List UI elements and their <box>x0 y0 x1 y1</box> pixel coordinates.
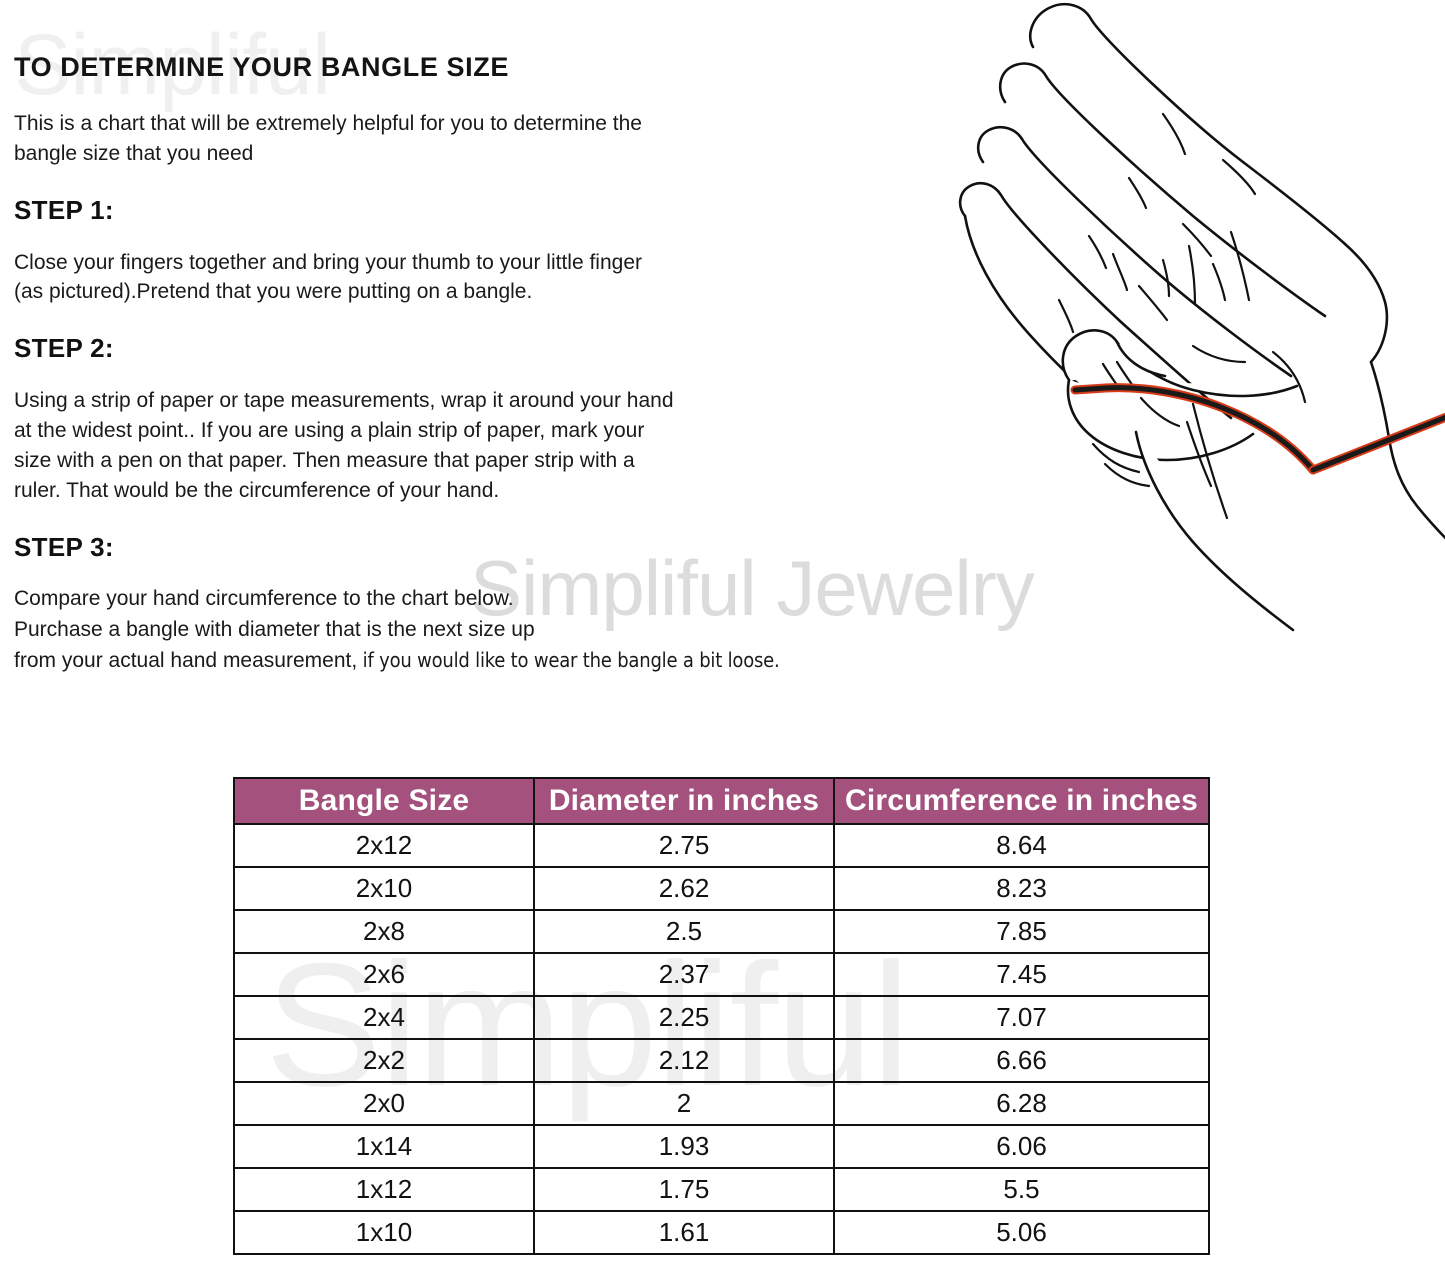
cell-bangle-size: 2x0 <box>233 1081 535 1126</box>
measuring-strip-tail-core <box>1310 414 1445 473</box>
measuring-strip-core <box>1072 385 1316 473</box>
step-3-heading: STEP 3: <box>14 531 114 562</box>
cell-diameter: 2.62 <box>533 866 835 911</box>
table-row: 2x8 2.5 7.85 <box>233 909 1210 954</box>
step-3-loose-note: if you would like to wear the bangle a b… <box>357 647 780 672</box>
cell-diameter: 2.75 <box>533 823 835 868</box>
crease-4 <box>1181 222 1213 258</box>
cell-circumference: 7.85 <box>833 909 1210 954</box>
step-3-line-3-prefix: from your actual hand measurement, <box>14 648 358 672</box>
column-header-bangle-size: Bangle Size <box>233 777 535 825</box>
pinky-finger-outline <box>958 182 1233 420</box>
intro-paragraph: This is a chart that will be extremely h… <box>14 112 642 165</box>
table-row: 2x10 2.62 8.23 <box>233 866 1210 911</box>
table-body: 2x12 2.75 8.64 2x10 2.62 8.23 2x8 2.5 7.… <box>233 823 1210 1255</box>
cell-diameter: 1.75 <box>533 1167 835 1212</box>
ring-finger-outline <box>976 126 1293 378</box>
cell-diameter: 2.37 <box>533 952 835 997</box>
middle-finger-outline <box>998 62 1327 318</box>
cell-bangle-size: 1x10 <box>233 1210 535 1255</box>
hand-illustration <box>893 0 1445 634</box>
table-row: 2x4 2.25 7.07 <box>233 995 1210 1040</box>
table-row: 1x14 1.93 6.06 <box>233 1124 1210 1169</box>
table-row: 1x10 1.61 5.06 <box>233 1210 1210 1255</box>
cell-diameter: 1.93 <box>533 1124 835 1169</box>
index-finger-outline <box>1029 2 1347 246</box>
crease-10 <box>1111 252 1129 292</box>
crease-2 <box>1221 158 1257 196</box>
hand-left-lower-outline <box>1134 430 1295 632</box>
bangle-size-table: Bangle Size Diameter in inches Circumfer… <box>233 777 1210 1255</box>
knuckle-crease-2 <box>1103 462 1151 488</box>
crease-7 <box>1057 298 1075 334</box>
step-3-line-1: Compare your hand circumference to the c… <box>14 586 514 610</box>
cell-circumference: 8.64 <box>833 823 1210 868</box>
cell-circumference: 7.07 <box>833 995 1210 1040</box>
cell-bangle-size: 2x6 <box>233 952 535 997</box>
cell-bangle-size: 1x14 <box>233 1124 535 1169</box>
thumb-bottom-outline <box>1066 378 1255 462</box>
wrist-crease-1 <box>1271 350 1307 404</box>
cell-bangle-size: 2x4 <box>233 995 535 1040</box>
cell-diameter: 2 <box>533 1081 835 1126</box>
knuckle-crease-1 <box>1091 442 1141 474</box>
cell-bangle-size: 2x10 <box>233 866 535 911</box>
table-header-row: Bangle Size Diameter in inches Circumfer… <box>233 777 1210 825</box>
cell-circumference: 5.06 <box>833 1210 1210 1255</box>
crease-8 <box>1187 244 1197 306</box>
table-row: 2x6 2.37 7.45 <box>233 952 1210 997</box>
step-3-line-3: from your actual hand measurement, if yo… <box>14 645 780 676</box>
cell-circumference: 8.23 <box>833 866 1210 911</box>
cell-diameter: 2.25 <box>533 995 835 1040</box>
cell-circumference: 6.28 <box>833 1081 1210 1126</box>
cell-bangle-size: 2x2 <box>233 1038 535 1083</box>
crease-11 <box>1161 258 1171 298</box>
cell-diameter: 2.12 <box>533 1038 835 1083</box>
step-2-body: Using a strip of paper or tape measureme… <box>14 389 674 502</box>
step-3-line-2: Purchase a bangle with diameter that is … <box>14 617 535 641</box>
crease-6 <box>1137 284 1169 322</box>
cell-diameter: 2.5 <box>533 909 835 954</box>
cell-circumference: 6.06 <box>833 1124 1210 1169</box>
hand-right-outline <box>1343 242 1389 364</box>
cell-bangle-size: 2x8 <box>233 909 535 954</box>
step-2-heading: STEP 2: <box>14 333 114 364</box>
table-row: 2x0 2 6.28 <box>233 1081 1210 1126</box>
cell-circumference: 7.45 <box>833 952 1210 997</box>
hand-inner-line <box>1191 402 1229 520</box>
crease-12 <box>1211 262 1227 302</box>
cell-bangle-size: 2x12 <box>233 823 535 868</box>
wrist-crease-2 <box>1185 420 1213 488</box>
column-header-diameter: Diameter in inches <box>533 777 835 825</box>
step-1-heading: STEP 1: <box>14 194 114 225</box>
palm-crease <box>1139 396 1181 428</box>
thumb-knuckle-line <box>1115 340 1167 378</box>
thumb-tip-crease <box>1191 344 1247 364</box>
table-row: 1x12 1.75 5.5 <box>233 1167 1210 1212</box>
cell-circumference: 6.66 <box>833 1038 1210 1083</box>
crease-3 <box>1127 176 1148 210</box>
crease-1 <box>1161 112 1187 156</box>
crease-5 <box>1087 234 1108 270</box>
instructions-column: TO DETERMINE YOUR BANGLE SIZE This is a … <box>14 52 780 676</box>
step-3-body: Compare your hand circumference to the c… <box>14 583 780 676</box>
crease-9 <box>1229 230 1251 302</box>
step-1-body: Close your fingers together and bring yo… <box>14 250 643 304</box>
table-row: 2x12 2.75 8.64 <box>233 823 1210 868</box>
wrist-right-outline <box>1369 360 1445 540</box>
cell-circumference: 5.5 <box>833 1167 1210 1212</box>
cell-bangle-size: 1x12 <box>233 1167 535 1212</box>
page-title: TO DETERMINE YOUR BANGLE SIZE <box>14 52 509 82</box>
column-header-circumference: Circumference in inches <box>833 777 1210 825</box>
table-row: 2x2 2.12 6.66 <box>233 1038 1210 1083</box>
cell-diameter: 1.61 <box>533 1210 835 1255</box>
